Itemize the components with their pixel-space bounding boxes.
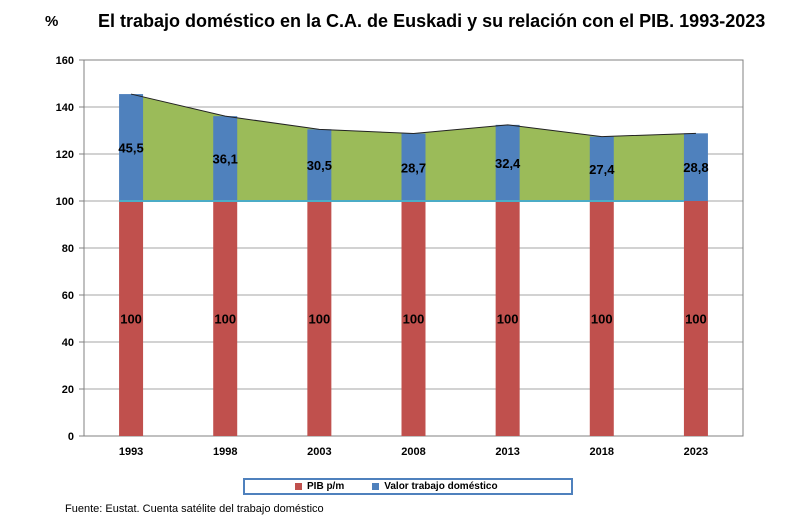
x-tick-label: 1998 <box>213 446 237 458</box>
chart-title: El trabajo doméstico en la C.A. de Euska… <box>98 11 766 31</box>
x-tick-label: 2018 <box>590 446 614 458</box>
bar-pib <box>401 201 426 436</box>
source-note: Fuente: Eustat. Cuenta satélite del trab… <box>65 503 324 515</box>
area-outline <box>130 93 696 138</box>
legend-swatch-pib <box>295 483 302 490</box>
y-tick-label: 0 <box>68 431 74 443</box>
data-label-trabajo: 36,1 <box>213 152 238 167</box>
data-label-trabajo: 45,5 <box>118 141 143 156</box>
bar-trabajo <box>683 133 708 201</box>
data-label-pib: 100 <box>214 312 236 327</box>
x-tick-label: 2003 <box>307 446 331 458</box>
bar-trabajo <box>307 129 332 201</box>
legend-label-trabajo: Valor trabajo doméstico <box>384 481 498 492</box>
x-tick-label: 2008 <box>401 446 425 458</box>
data-label-pib: 100 <box>309 312 331 327</box>
data-label-pib: 100 <box>685 312 707 327</box>
y-tick-label: 100 <box>56 196 74 208</box>
data-label-trabajo: 28,8 <box>683 160 708 175</box>
y-tick-label: 120 <box>56 149 74 161</box>
bar-pib <box>495 201 520 436</box>
data-label-pib: 100 <box>120 312 142 327</box>
data-label-pib: 100 <box>403 312 425 327</box>
bar-pib <box>589 201 614 436</box>
y-tick-label: 60 <box>62 290 74 302</box>
y-unit-label: % <box>45 13 59 30</box>
chart-legend: PIB p/m Valor trabajo doméstico <box>243 478 573 495</box>
y-tick-label: 140 <box>56 102 74 114</box>
bar-trabajo <box>119 94 144 201</box>
data-label-pib: 100 <box>591 312 613 327</box>
data-label-trabajo: 28,7 <box>401 160 426 175</box>
y-tick-label: 160 <box>56 55 74 67</box>
data-label-trabajo: 30,5 <box>307 158 332 173</box>
x-tick-label: 1993 <box>119 446 143 458</box>
y-tick-label: 20 <box>62 384 74 396</box>
bar-trabajo <box>495 124 520 201</box>
x-tick-label: 2023 <box>684 446 708 458</box>
y-tick-label: 80 <box>62 243 74 255</box>
bar-trabajo <box>401 133 426 201</box>
bar-pib <box>683 201 708 436</box>
bar-pib <box>307 201 332 436</box>
legend-label-pib: PIB p/m <box>307 481 345 492</box>
legend-item-trabajo: Valor trabajo doméstico <box>372 481 498 492</box>
data-label-pib: 100 <box>497 312 519 327</box>
bar-trabajo <box>213 116 238 201</box>
bar-trabajo <box>589 136 614 201</box>
data-label-trabajo: 32,4 <box>495 156 521 171</box>
bar-pib <box>213 201 238 436</box>
legend-item-pib: PIB p/m <box>295 481 344 492</box>
x-tick-label: 2013 <box>495 446 519 458</box>
bar-pib <box>119 201 144 436</box>
legend-swatch-trabajo <box>372 483 380 490</box>
y-tick-label: 40 <box>62 337 74 349</box>
data-label-trabajo: 27,4 <box>589 162 615 177</box>
